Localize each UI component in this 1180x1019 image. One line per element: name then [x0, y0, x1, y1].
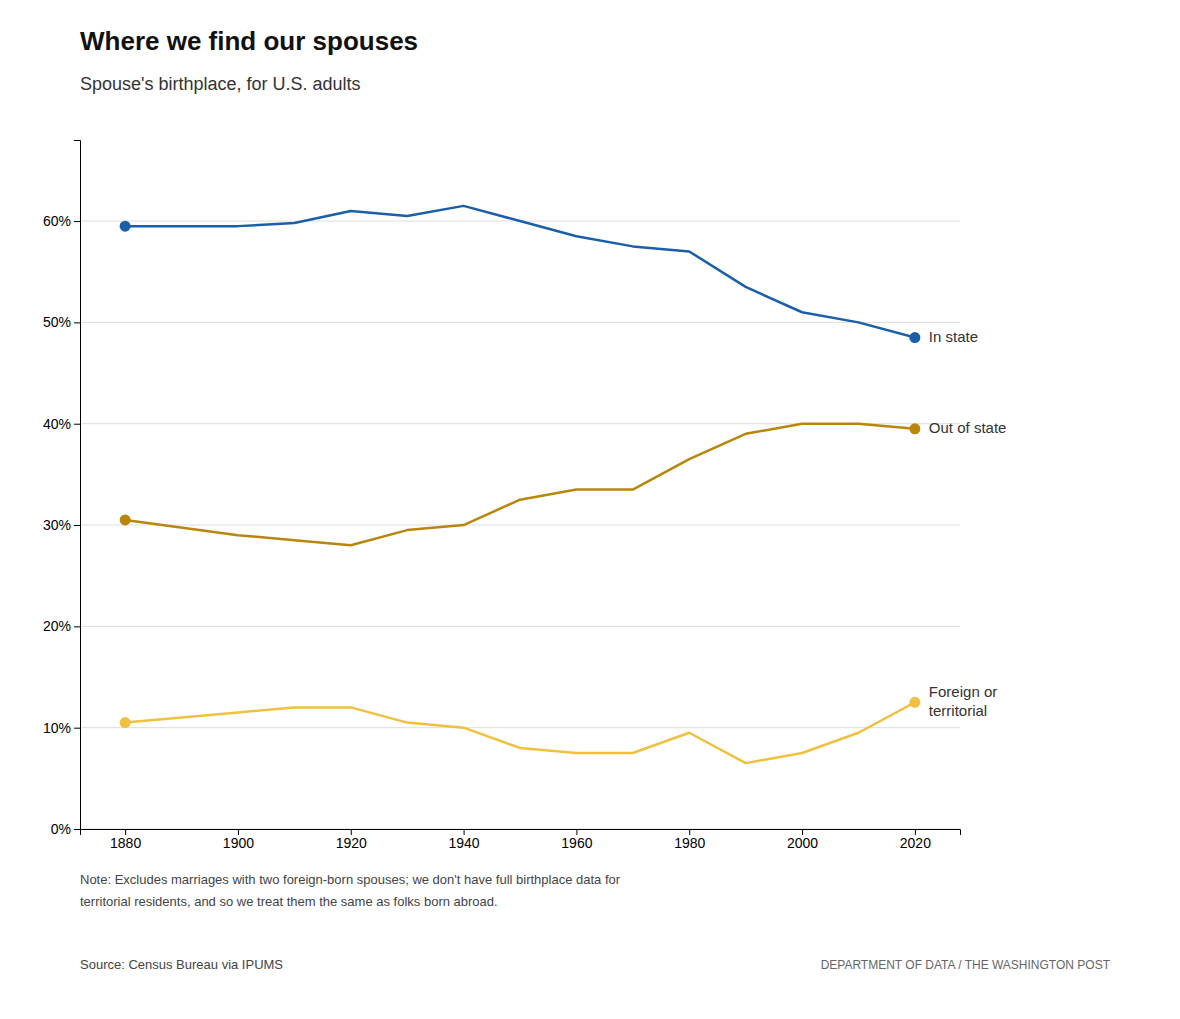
credit: DEPARTMENT OF DATA / THE WASHINGTON POST	[821, 958, 1111, 972]
x-axis-line	[81, 830, 961, 836]
x-tick-label: 1920	[336, 835, 367, 851]
series-marker	[909, 423, 920, 434]
y-tick-label: 20%	[43, 618, 71, 634]
plot: 1880 1900 1920 1940 1960 1980 2000 2020 0% 10% 20%…	[43, 141, 1006, 851]
y-tick: 30%	[43, 517, 80, 533]
series-label: Foreign orterritorial	[929, 683, 997, 719]
series-marker	[120, 221, 131, 232]
grid-line	[80, 626, 960, 627]
note: Note: Excludes marriages with two foreig…	[80, 872, 621, 887]
grid-line	[80, 322, 960, 323]
x-tick: 1940	[449, 829, 480, 851]
grid-line	[80, 727, 960, 728]
y-tick-label: 30%	[43, 517, 71, 533]
y-axis: 0% 10% 20% 30% 40% 50% 60%	[43, 141, 81, 837]
y-tick-mark	[74, 221, 80, 222]
grid-line	[80, 525, 960, 526]
x-tick: 1980	[674, 829, 705, 851]
x-tick-label: 1880	[110, 835, 141, 851]
y-tick-mark	[74, 626, 80, 627]
x-tick: 2020	[900, 829, 931, 851]
y-tick-mark	[74, 728, 80, 729]
y-tick-label: 0%	[51, 821, 71, 837]
grid	[80, 221, 960, 829]
y-tick: 50%	[43, 314, 80, 330]
x-tick-label: 1980	[674, 835, 705, 851]
x-tick: 1920	[336, 829, 367, 851]
chart: Where we find our spouses Spouse's birthp…	[0, 0, 1180, 1019]
y-tick: 10%	[43, 720, 80, 736]
x-tick-label: 1940	[449, 835, 480, 851]
y-tick-mark	[74, 424, 80, 425]
x-tick: 1900	[223, 829, 254, 851]
x-tick: 2000	[787, 829, 818, 851]
title: Where we find our spouses	[80, 26, 418, 56]
series-label: Out of state	[929, 419, 1007, 436]
y-tick: 40%	[43, 416, 80, 432]
x-tick-label: 2020	[900, 835, 931, 851]
y-tick-mark	[74, 322, 80, 323]
series-labels: In state Out of state Foreign orterritoria…	[929, 328, 1007, 719]
note: territorial residents, and so we treat t…	[80, 894, 498, 909]
y-tick-label: 10%	[43, 720, 71, 736]
y-tick: 20%	[43, 618, 80, 634]
y-tick: 60%	[43, 213, 80, 229]
series-marker	[909, 332, 920, 343]
x-tick-label: 1960	[561, 835, 592, 851]
x-tick-label: 1900	[223, 835, 254, 851]
x-tick-label: 2000	[787, 835, 818, 851]
x-tick: 1880	[110, 829, 141, 851]
series-marker	[909, 697, 920, 708]
series-line	[125, 702, 915, 763]
y-axis-line	[74, 141, 81, 830]
y-tick-label: 50%	[43, 314, 71, 330]
source: Source: Census Bureau via IPUMS	[80, 957, 283, 972]
series-line	[125, 424, 915, 546]
y-tick-label: 40%	[43, 416, 71, 432]
y-tick: 0%	[51, 821, 80, 837]
series-line	[125, 206, 915, 338]
series-marker	[120, 514, 131, 525]
y-tick-mark	[74, 829, 80, 830]
y-tick-label: 60%	[43, 213, 71, 229]
subtitle: Spouse's birthplace, for U.S. adults	[80, 74, 361, 94]
x-axis: 1880 1900 1920 1940 1960 1980 2000 2020	[81, 829, 961, 851]
x-tick: 1960	[561, 829, 592, 851]
series-marker	[120, 717, 131, 728]
series-group	[120, 206, 921, 763]
series-label: In state	[929, 328, 978, 345]
y-tick-mark	[74, 525, 80, 526]
